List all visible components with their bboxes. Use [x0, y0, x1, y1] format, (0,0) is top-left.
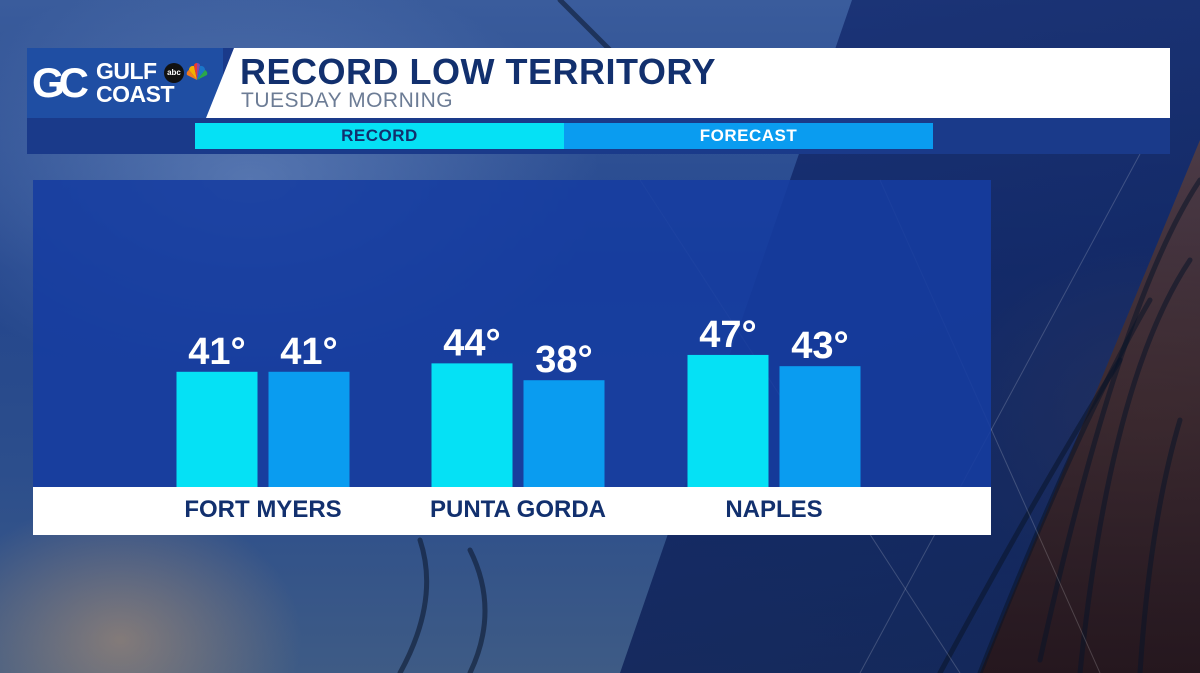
bar-forecast-fort-myers — [268, 371, 350, 487]
value-label-record-fort-myers: 41° — [188, 331, 245, 373]
category-label-fort-myers: FORT MYERS — [184, 496, 342, 523]
value-label-record-naples: 47° — [699, 314, 756, 356]
station-logo — [27, 48, 223, 118]
bar-record-naples — [687, 354, 769, 487]
category-label-naples: NAPLES — [725, 496, 823, 523]
bar-record-punta-gorda — [431, 363, 513, 487]
chart-title: RECORD LOW TERRITORY — [240, 51, 716, 92]
value-label-forecast-naples: 43° — [791, 325, 848, 367]
bar-record-fort-myers — [176, 371, 258, 487]
abc-network-badge: abc — [164, 63, 184, 83]
value-label-record-punta-gorda: 44° — [443, 322, 500, 364]
value-label-forecast-punta-gorda: 38° — [535, 339, 592, 381]
station-logo-monogram: GC — [32, 59, 89, 106]
title-panel — [206, 48, 1170, 118]
station-logo-line2: COAST — [96, 81, 175, 107]
category-label-strip — [33, 487, 991, 535]
legend-forecast: FORECAST — [564, 123, 933, 149]
nbc-peacock-icon — [186, 63, 208, 80]
station-logo-line1: GULF — [96, 58, 157, 84]
bar-forecast-naples — [779, 366, 861, 487]
legend-record: RECORD — [195, 123, 564, 149]
bar-forecast-punta-gorda — [523, 380, 605, 487]
value-label-forecast-fort-myers: 41° — [280, 331, 337, 373]
category-label-punta-gorda: PUNTA GORDA — [430, 496, 606, 523]
chart-subtitle: TUESDAY MORNING — [241, 89, 454, 112]
